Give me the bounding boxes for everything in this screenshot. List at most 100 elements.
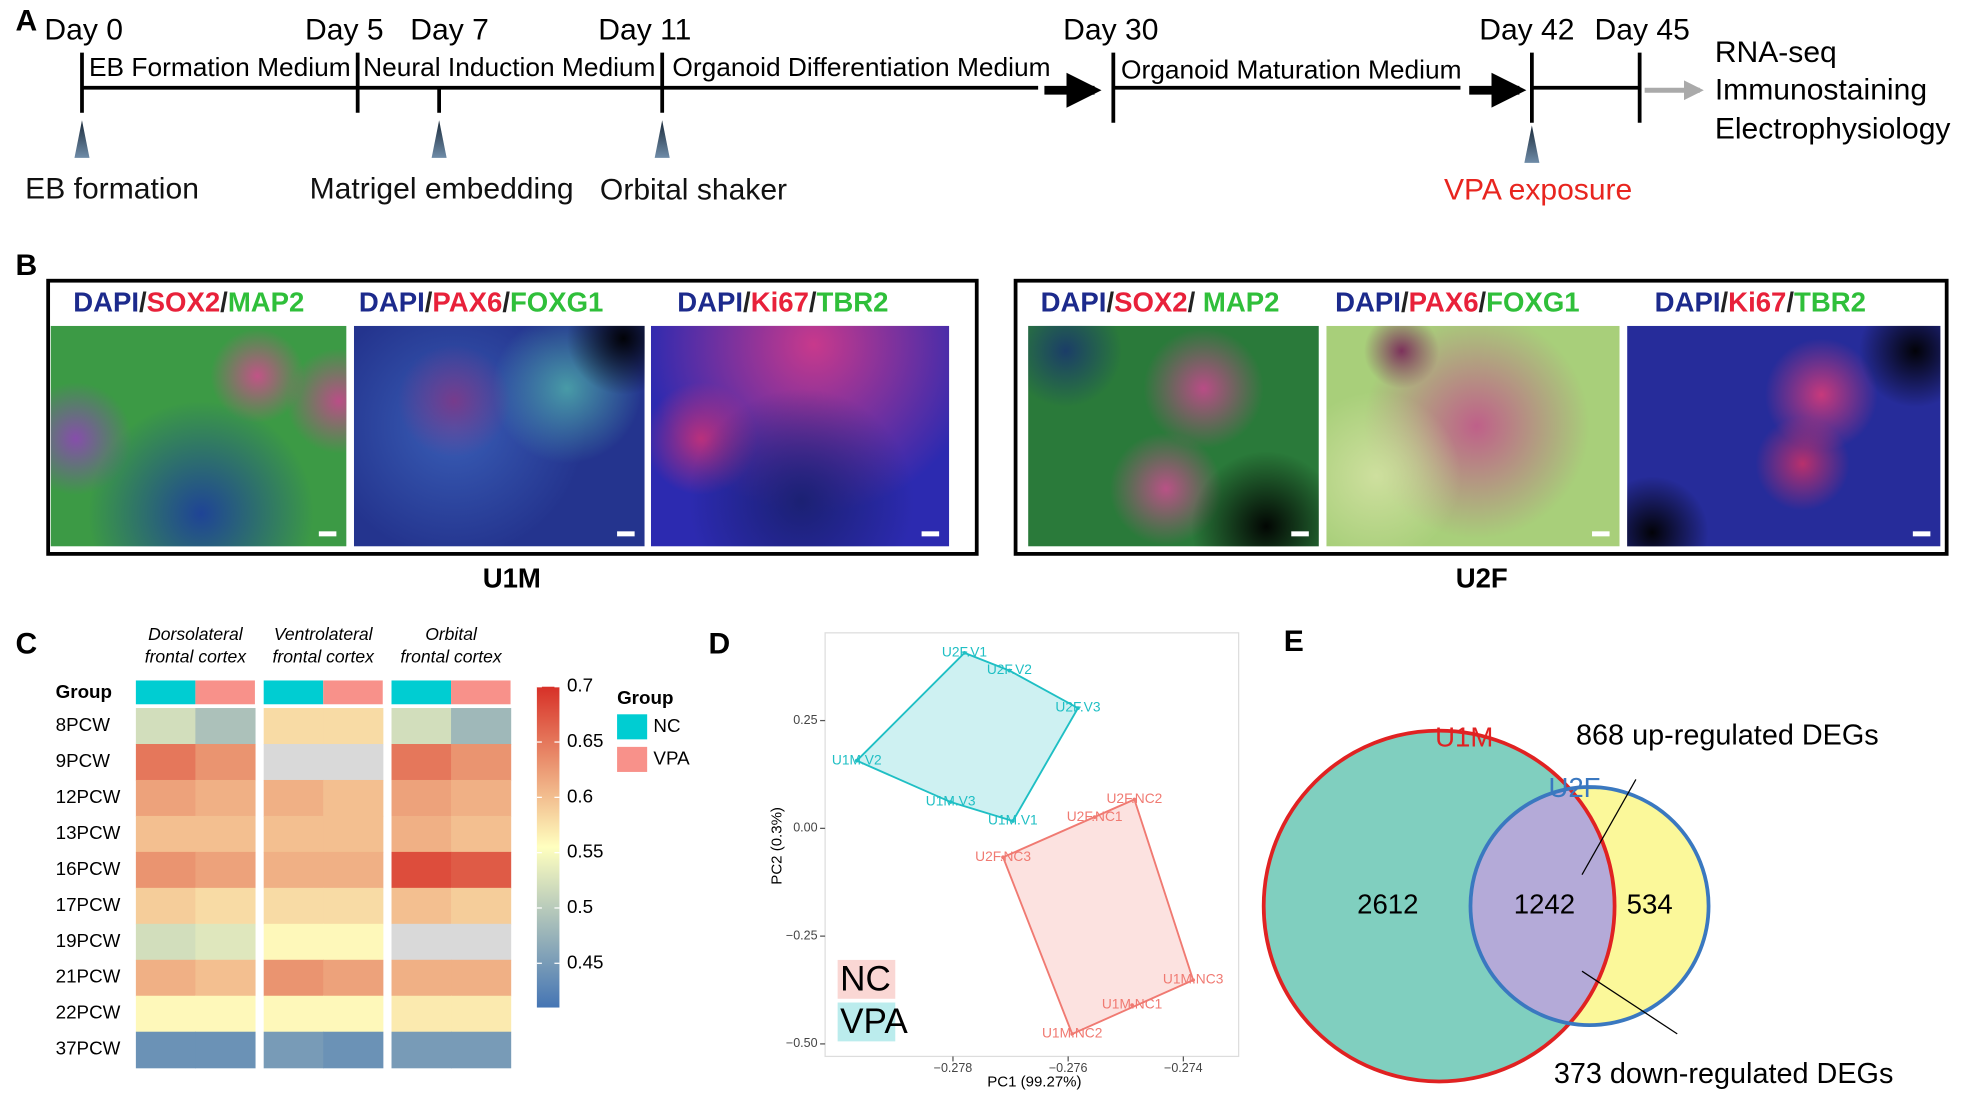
heatmap-cell	[391, 887, 452, 925]
annotation: 868 up-regulated DEGs	[1576, 719, 1879, 751]
day-label: Day 42	[1479, 13, 1574, 46]
micrograph	[1326, 325, 1620, 547]
legend-box	[837, 959, 896, 999]
heatmap-cell	[135, 708, 197, 745]
colorbar-tick-label: 0.6	[567, 785, 593, 806]
set-label: U2F	[1548, 772, 1600, 803]
heatmap-cell	[451, 1031, 512, 1069]
day-label: Day 30	[1063, 13, 1158, 46]
row-label: 21PCW	[56, 966, 121, 987]
plot-frame	[824, 632, 1240, 1058]
group-label: U1M	[483, 562, 541, 593]
point-label: U2F.NC2	[1106, 791, 1162, 806]
point-label: U1M.NC2	[1042, 1026, 1102, 1041]
micrograph-blob	[1191, 451, 1319, 547]
stain-label: DAPI/PAX6/FOXG1	[359, 287, 603, 318]
media-labels: EB Formation Medium Neural Induction Med…	[89, 52, 1462, 85]
heatmap-cell	[135, 743, 197, 781]
heatmap-cell	[263, 995, 324, 1033]
medium-label: Organoid Maturation Medium	[1121, 54, 1462, 84]
y-axis-title: PC2 (0.3%)	[768, 807, 785, 885]
heatmap-cell	[195, 923, 256, 961]
stain-segment: PAX6	[1409, 287, 1479, 318]
medium-label: Neural Induction Medium	[363, 52, 655, 82]
legend-label: NC	[653, 715, 680, 736]
heatmap-cell	[195, 1031, 256, 1069]
heatmap-cell	[195, 815, 256, 853]
point-label: U1M.NC1	[1102, 997, 1162, 1012]
set-label: U1M	[1435, 722, 1493, 753]
heatmap-cell	[391, 815, 452, 853]
point	[962, 651, 967, 655]
heatmap-cell	[451, 851, 512, 889]
point	[854, 758, 859, 763]
heatmap-cell	[391, 923, 452, 961]
event-markers	[74, 120, 1540, 163]
annotation-line	[1581, 779, 1637, 876]
heatmap-cell	[391, 743, 452, 781]
output-label: Immunostaining	[1715, 73, 1927, 106]
heatmap-cell	[263, 743, 324, 781]
column-group-label: frontal cortex	[400, 647, 503, 667]
micrograph	[50, 325, 347, 547]
point	[1092, 815, 1097, 820]
day-label: Day 7	[410, 13, 489, 46]
stain-label: DAPI/PAX6/FOXG1	[1335, 287, 1579, 318]
micrograph-blob	[210, 328, 305, 423]
micrograph	[1028, 325, 1319, 547]
stain-segment: DAPI	[73, 287, 139, 318]
stain-segment: /	[1188, 287, 1203, 318]
venn-outline	[1468, 785, 1711, 1027]
stain-segment: DAPI	[1335, 287, 1401, 318]
heatmap-cell	[451, 708, 512, 745]
heatmap-cell	[391, 851, 452, 889]
micrograph-blob	[1858, 325, 1941, 408]
column-group-label: Orbital	[425, 624, 478, 644]
column-group-label: frontal cortex	[145, 647, 248, 667]
x-tick-label: −0.276	[1049, 1061, 1088, 1075]
row-label: 22PCW	[56, 1002, 121, 1023]
x-tick-label: −0.278	[934, 1061, 973, 1075]
heatmap-cell	[195, 743, 256, 781]
legend-label: VPA	[840, 1002, 908, 1041]
point	[1010, 819, 1015, 823]
scale-bar	[921, 531, 940, 537]
heatmap-cell	[391, 779, 452, 817]
heatmap-cell	[263, 887, 324, 925]
event-label: Orbital shaker	[600, 174, 787, 207]
heatmap-cell	[323, 887, 384, 925]
micrograph-blob	[1627, 476, 1709, 547]
heatmap-cell	[135, 995, 197, 1033]
venn-overlap	[1470, 786, 1615, 1026]
day-label: Day 0	[44, 13, 123, 46]
scale-bar	[617, 531, 635, 537]
micrograph-blob	[566, 325, 645, 395]
panel-letter: C	[16, 627, 38, 660]
stain-segment: Ki67	[1728, 287, 1786, 318]
row-label: 13PCW	[56, 822, 121, 843]
heatmap-cell	[391, 995, 452, 1033]
heatmap-cell	[263, 779, 324, 817]
colorbar-tick-label: 0.5	[567, 896, 593, 917]
column-group-label: frontal cortex	[273, 647, 376, 667]
heatmap-cell	[195, 779, 256, 817]
heatmap-cell	[195, 708, 256, 745]
row-label: 37PCW	[56, 1038, 121, 1059]
row-label: 12PCW	[56, 786, 121, 807]
colorbar-tick-label: 0.7	[567, 675, 593, 696]
heatmap-cell	[263, 923, 324, 961]
image-frame	[1013, 278, 1949, 556]
scale-bar	[1291, 531, 1309, 537]
point-label: U2F.NC1	[1067, 809, 1123, 824]
stain-segment: /	[1479, 287, 1487, 318]
colorbar-tick-label: 0.65	[567, 730, 604, 751]
output-label: Electrophysiology	[1715, 112, 1951, 145]
micrograph-blob	[1363, 325, 1440, 389]
colorbar	[536, 686, 560, 1008]
point-label: U2F.V3	[1055, 700, 1100, 715]
stain-segment: /	[1106, 287, 1114, 318]
point	[1191, 978, 1196, 982]
medium-label: Organoid Differentiation Medium	[672, 52, 1050, 82]
